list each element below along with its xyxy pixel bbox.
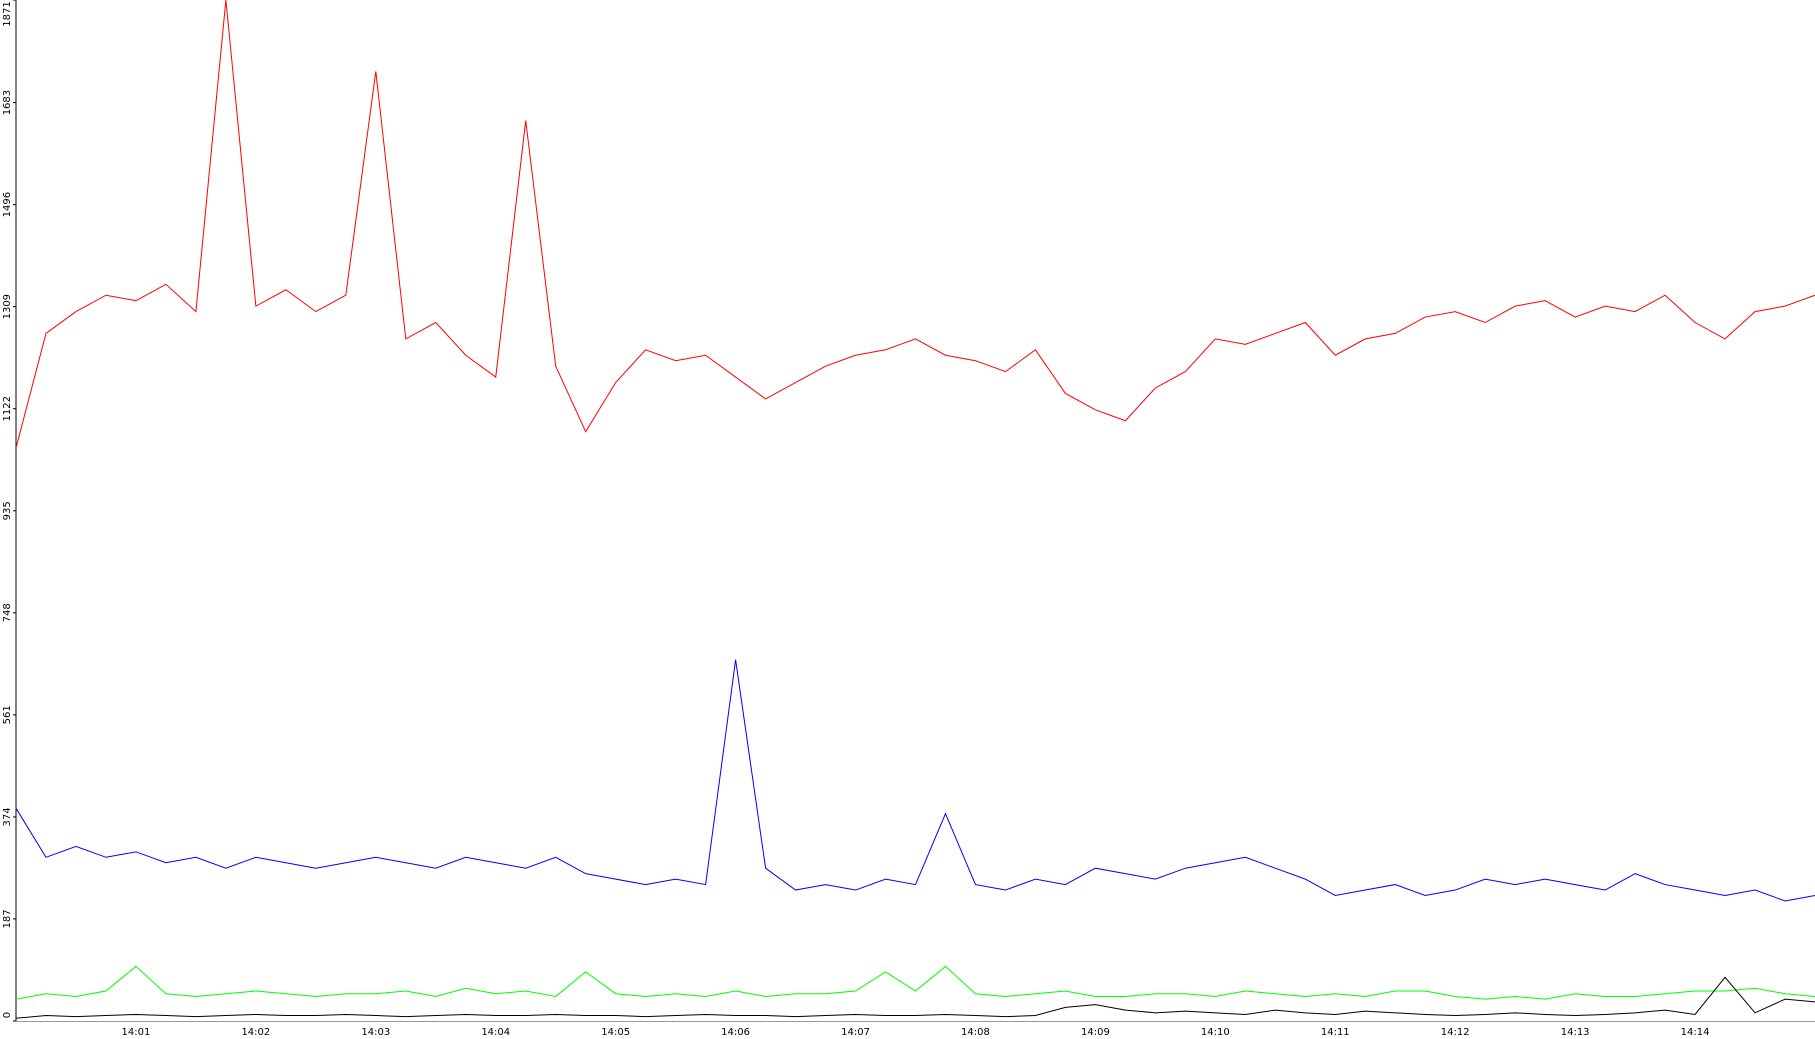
x-tick-label: 14:14	[1681, 1027, 1710, 1038]
y-tick-label: 935	[2, 501, 13, 520]
x-tick-label: 14:03	[361, 1027, 390, 1038]
y-tick-label: 1496	[2, 192, 13, 217]
x-tick-label: 14:13	[1561, 1027, 1590, 1038]
y-tick-label: 1309	[2, 294, 13, 319]
x-tick-label: 14:04	[481, 1027, 510, 1038]
y-tick-label: 0	[2, 1012, 13, 1018]
x-tick-label: 14:09	[1081, 1027, 1110, 1038]
series-line	[15, 965, 1815, 1000]
x-tick-label: 14:07	[841, 1027, 870, 1038]
series-line	[15, 0, 1815, 449]
y-tick-label: 187	[2, 909, 13, 928]
x-tick-label: 14:01	[122, 1027, 151, 1038]
y-tick-label: 748	[2, 603, 13, 622]
x-tick-label: 14:02	[241, 1027, 270, 1038]
y-tick-label: 561	[2, 705, 13, 724]
y-tick-label: 1122	[2, 396, 13, 421]
x-tick-label: 14:10	[1201, 1027, 1230, 1038]
series-line	[15, 659, 1815, 902]
y-tick-label: 1871	[2, 1, 13, 26]
x-tick-label: 14:06	[721, 1027, 750, 1038]
x-tick-label: 14:08	[961, 1027, 990, 1038]
x-tick-label: 14:05	[601, 1027, 630, 1038]
series-line	[15, 976, 1815, 1019]
y-tick-label: 1683	[2, 90, 13, 115]
x-tick-label: 14:12	[1441, 1027, 1470, 1038]
y-tick-label: 374	[2, 807, 13, 826]
x-tick-label: 14:11	[1321, 1027, 1350, 1038]
